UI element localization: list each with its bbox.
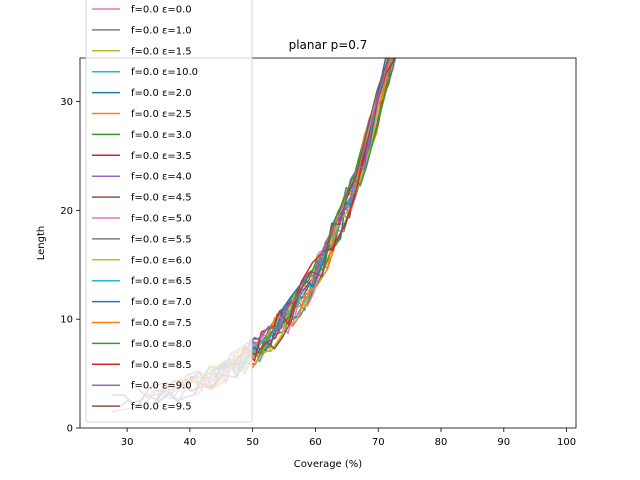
legend-label: f=0.0 ε=5.0 xyxy=(131,214,192,225)
chart-title: planar p=0.7 xyxy=(289,38,368,52)
y-tick-label: 20 xyxy=(60,206,73,217)
legend-label: f=0.0 ε=4.5 xyxy=(131,193,192,204)
legend-label: f=0.0 ε=3.5 xyxy=(131,151,192,162)
y-tick-label: 30 xyxy=(60,97,73,108)
legend-label: f=0.0 ε=7.5 xyxy=(131,318,192,329)
legend-label: f=0.0 ε=9.5 xyxy=(131,402,192,413)
x-tick-label: 70 xyxy=(372,437,385,448)
legend-label: f=0.0 ε=8.0 xyxy=(131,339,192,350)
x-tick-label: 50 xyxy=(246,437,259,448)
legend-label: f=0.0 ε=10.0 xyxy=(131,67,198,78)
x-tick-label: 30 xyxy=(121,437,134,448)
legend-label: f=0.0 ε=2.5 xyxy=(131,109,192,120)
x-tick-label: 80 xyxy=(435,437,448,448)
legend-label: f=0.0 ε=6.0 xyxy=(131,255,192,266)
legend-label: f=0.0 ε=4.0 xyxy=(131,172,192,183)
legend-label: f=0.0 ε=5.5 xyxy=(131,234,192,245)
y-axis-label: Length xyxy=(36,226,47,261)
y-axis-ticks: 0 10 20 30 xyxy=(60,97,80,435)
y-tick-label: 0 xyxy=(67,424,73,435)
x-axis-label: Coverage (%) xyxy=(294,459,362,470)
legend-label: f=0.0 ε=1.0 xyxy=(131,25,192,36)
legend-label: f=0.0 ε=3.0 xyxy=(131,130,192,141)
plot-frame xyxy=(79,57,577,429)
legend-label: f=0.0 ε=8.5 xyxy=(131,360,192,371)
legend-label: f=0.0 ε=7.0 xyxy=(131,297,192,308)
legend-label: f=0.0 ε=1.5 xyxy=(131,46,192,57)
legend-label: f=0.0 ε=2.0 xyxy=(131,88,192,99)
x-tick-label: 90 xyxy=(497,437,510,448)
y-tick-label: 10 xyxy=(60,315,73,326)
legend-box xyxy=(85,0,253,423)
x-axis-ticks: 30 40 50 60 70 80 90 100 xyxy=(121,428,576,448)
series-line-19 xyxy=(212,58,390,378)
legend-label: f=0.0 ε=6.5 xyxy=(131,276,192,287)
legend-label: f=0.0 ε=0.0 xyxy=(131,5,192,16)
series-line-16 xyxy=(193,58,396,391)
x-tick-label: 100 xyxy=(557,437,576,448)
x-tick-label: 40 xyxy=(184,437,197,448)
legend: f=0.0 ε=0.0 f=0.0 ε=1.0 f=0.0 ε=1.5 f=0.0 ε… xyxy=(85,0,253,423)
legend-label: f=0.0 ε=9.0 xyxy=(131,381,192,392)
x-tick-label: 60 xyxy=(309,437,322,448)
